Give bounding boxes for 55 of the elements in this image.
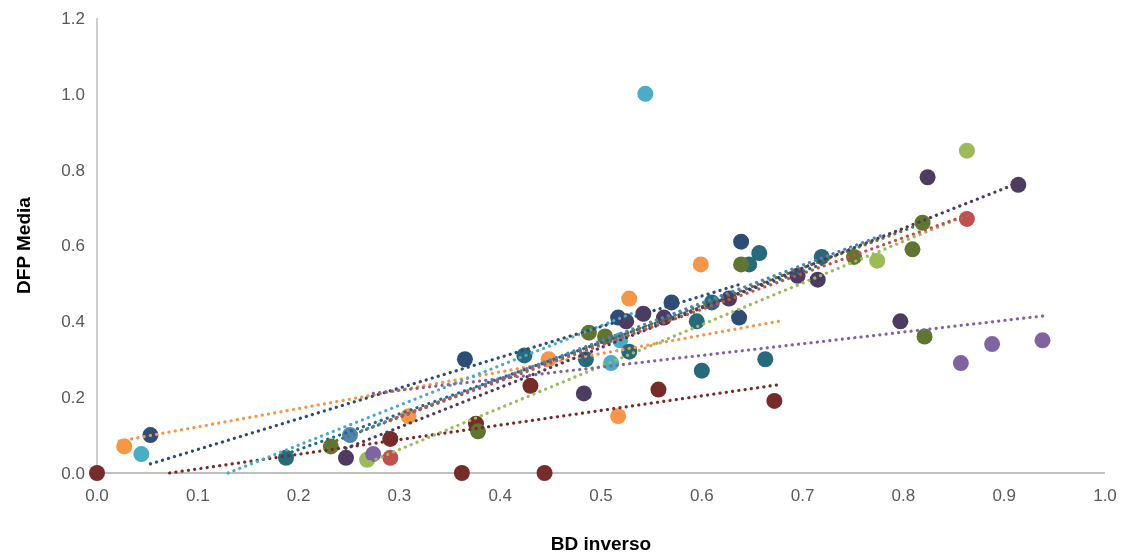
point xyxy=(919,169,936,186)
point xyxy=(637,85,654,102)
x-tick-label: 0.2 xyxy=(286,486,311,505)
point xyxy=(766,392,783,409)
point xyxy=(453,465,470,481)
x-tick-label: 0.7 xyxy=(790,486,815,505)
y-tick-label: 1.0 xyxy=(61,84,85,104)
y-axis-title: DFP Media xyxy=(13,196,34,294)
point xyxy=(337,449,354,466)
point xyxy=(751,245,768,262)
x-tick-label: 0.3 xyxy=(387,486,412,505)
x-tick-label: 1.0 xyxy=(1093,486,1117,505)
y-tick-label: 0.4 xyxy=(61,312,85,332)
x-tick-label: 0.0 xyxy=(85,486,109,505)
point xyxy=(733,233,750,250)
y-tick-label: 1.2 xyxy=(61,8,85,28)
x-tick-label: 0.5 xyxy=(589,486,613,505)
point xyxy=(116,438,133,455)
x-tick-label: 0.9 xyxy=(992,486,1017,505)
y-tick-label: 0.6 xyxy=(61,236,85,256)
point xyxy=(892,313,909,330)
point xyxy=(692,256,709,273)
point xyxy=(731,309,748,326)
y-tick-label: 0.8 xyxy=(61,160,85,180)
y-tick-label: 0.0 xyxy=(61,463,85,483)
point xyxy=(1034,332,1051,349)
point xyxy=(958,210,975,227)
point xyxy=(133,446,150,463)
x-tick-label: 0.1 xyxy=(185,486,210,505)
point xyxy=(952,355,969,372)
point xyxy=(89,465,105,481)
point xyxy=(757,351,774,368)
point xyxy=(610,408,627,425)
x-axis-title: BD inverso xyxy=(550,533,652,554)
point xyxy=(522,377,539,394)
x-tick-label: 0.4 xyxy=(488,486,513,505)
x-tick-label: 0.6 xyxy=(689,486,714,505)
point xyxy=(365,446,382,463)
x-tick-label: 0.8 xyxy=(891,486,916,505)
point xyxy=(733,256,750,273)
point xyxy=(456,351,473,368)
point xyxy=(575,385,592,402)
point xyxy=(536,465,553,481)
point xyxy=(688,313,705,330)
point xyxy=(916,328,933,345)
point xyxy=(904,241,921,258)
point xyxy=(621,290,638,307)
point xyxy=(1010,176,1027,193)
y-tick-label: 0.2 xyxy=(61,388,85,408)
point xyxy=(958,142,975,159)
point xyxy=(382,449,399,466)
point xyxy=(984,336,1001,353)
point xyxy=(693,362,710,379)
point xyxy=(650,381,667,398)
point xyxy=(869,252,886,269)
